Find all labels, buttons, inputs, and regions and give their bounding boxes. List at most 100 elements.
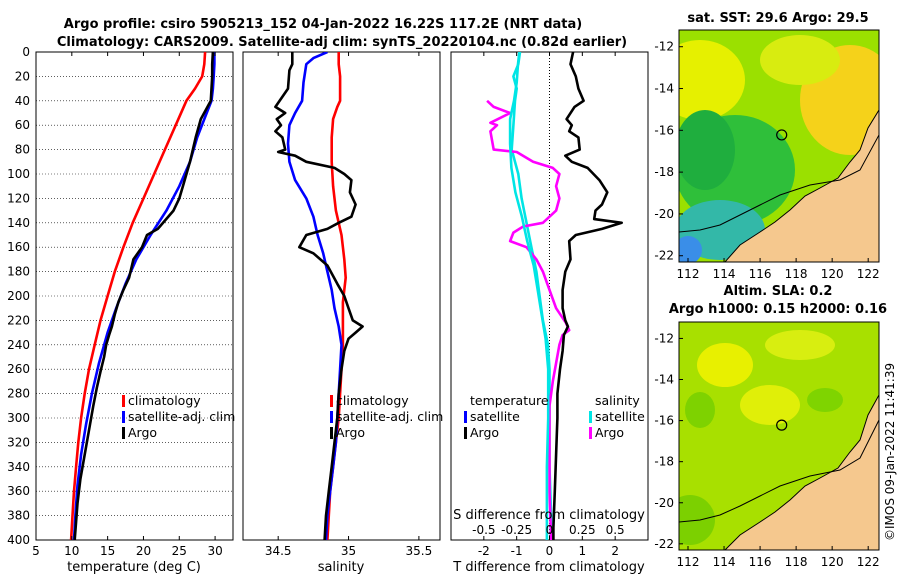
isobath xyxy=(679,419,879,523)
legend-label-climatology: climatology xyxy=(336,393,409,408)
salinity-series xyxy=(274,52,364,540)
legend-label-climatology: climatology xyxy=(128,393,201,408)
lat-tick-label: -16 xyxy=(654,123,674,137)
depth-tick-label: 280 xyxy=(7,387,30,401)
legend-swatch-climatology xyxy=(122,395,125,407)
coastline xyxy=(724,394,879,550)
legend-label-s-satellite: satellite xyxy=(595,409,645,424)
series-line-climatology xyxy=(69,52,207,540)
sst-map-ticks: 112 114 116 118 120 122 -12 -14 -16 -18 -20 -22 xyxy=(654,40,879,281)
x-tick-label: 10 xyxy=(64,544,79,558)
sla-map-title-1: Altim. SLA: 0.2 xyxy=(724,284,833,299)
sst-warm-patch xyxy=(760,35,840,85)
lat-tick-label: -18 xyxy=(654,455,674,469)
sla-high-patch xyxy=(740,385,800,425)
lon-tick-label: 112 xyxy=(677,267,700,281)
salinity-diff-ticks: -0.5 -0.25 0 0.25 0.5 xyxy=(472,523,625,537)
s-tick-label: 0.25 xyxy=(569,523,596,537)
lon-tick-label: 122 xyxy=(857,267,880,281)
legend-swatch-t-satellite xyxy=(464,411,467,423)
legend-swatch-satellite xyxy=(330,411,333,423)
depth-tick-label: 0 xyxy=(22,45,30,59)
lat-tick-label: -14 xyxy=(654,82,674,96)
x-tick-label: 20 xyxy=(136,544,151,558)
legend-label-t-satellite: satellite xyxy=(470,409,520,424)
depth-tick-label: 360 xyxy=(7,484,30,498)
salinity-axes-box xyxy=(242,51,441,541)
depth-tick-label: 400 xyxy=(7,533,30,547)
s-tick-label: -0.25 xyxy=(501,523,532,537)
lon-tick-label: 118 xyxy=(785,555,808,569)
sla-low-patch xyxy=(685,392,715,428)
sst-map-frame xyxy=(678,29,880,263)
sst-map: sat. SST: 29.6 Argo: 29.5 112 114 116 118 12… xyxy=(654,11,880,281)
sla-high-patch xyxy=(697,343,753,387)
difference-legend: temperature satellite Argo salinity sate… xyxy=(464,393,645,440)
legend-swatch-satellite xyxy=(122,411,125,423)
legend-swatch-argo xyxy=(122,427,125,439)
legend-label-satellite: satellite-adj. clim xyxy=(128,409,235,424)
depth-tick-label: 240 xyxy=(7,338,30,352)
lon-tick-label: 114 xyxy=(713,267,736,281)
depth-tick-label: 120 xyxy=(7,191,30,205)
legend-swatch-climatology xyxy=(330,395,333,407)
lon-tick-label: 116 xyxy=(749,555,772,569)
depth-tick-label: 60 xyxy=(15,118,30,132)
temperature-ticks: 5 10 15 20 25 30 xyxy=(32,52,223,558)
temperature-series xyxy=(69,52,216,540)
lat-tick-label: -22 xyxy=(654,249,674,263)
depth-tick-label: 380 xyxy=(7,509,30,523)
lat-tick-label: -22 xyxy=(654,537,674,551)
series-line-argo xyxy=(73,52,215,540)
difference-panel: -2 -1 0 1 2 -0.5 -0.25 0 0.25 0.5 S difference f… xyxy=(450,51,649,575)
lon-tick-label: 122 xyxy=(857,555,880,569)
sla-map-frame xyxy=(678,321,880,551)
imos-watermark: ©IMOS 09-Jan-2022 11:41:39 xyxy=(883,363,897,541)
s-tick-label: -0.5 xyxy=(472,523,495,537)
argo-position-marker xyxy=(776,419,788,431)
lat-tick-label: -16 xyxy=(654,414,674,428)
x-tick-label: -2 xyxy=(478,544,490,558)
x-tick-label: 1 xyxy=(579,544,587,558)
lat-tick-label: -12 xyxy=(654,331,674,345)
salinity-xlabel: salinity xyxy=(318,560,365,575)
sst-map-title: sat. SST: 29.6 Argo: 29.5 xyxy=(687,11,868,26)
sst-cool-patch xyxy=(679,110,735,190)
series-line-s-satellite xyxy=(508,52,550,540)
salinity-panel: 34.5 35 35.5 salinity climatology satellit… xyxy=(242,51,443,575)
depth-tick-labels: 0 20 40 60 80 100 120 140 160 180 200 220 240 260 280 3… xyxy=(7,45,30,547)
legend-label-s-argo: Argo xyxy=(595,425,624,440)
lon-tick-label: 114 xyxy=(713,555,736,569)
legend-swatch-s-satellite xyxy=(589,411,592,423)
lat-tick-label: -12 xyxy=(654,40,674,54)
s-difference-label: S difference from climatology xyxy=(453,508,645,523)
legend-heading-temperature: temperature xyxy=(470,393,549,408)
depth-tick-label: 200 xyxy=(7,289,30,303)
salinity-ticks: 34.5 35 35.5 xyxy=(265,52,432,558)
sla-map-title-2: Argo h1000: 0.15 h2000: 0.16 xyxy=(669,302,887,317)
temperature-axes-box xyxy=(35,51,234,541)
sst-warm-patch xyxy=(679,40,745,120)
salinity-legend: climatology satellite-adj. clim Argo xyxy=(330,393,443,440)
lon-tick-label: 116 xyxy=(749,267,772,281)
sla-map-ticks: 112 114 116 118 120 122 -12 -14 -16 -18 -20 -22 xyxy=(654,331,879,569)
depth-tick-label: 40 xyxy=(15,94,30,108)
x-tick-label: 34.5 xyxy=(265,544,292,558)
depth-tick-label: 100 xyxy=(7,167,30,181)
legend-label-t-argo: Argo xyxy=(470,425,499,440)
depth-tick-label: 220 xyxy=(7,313,30,327)
temperature-xlabel: temperature (deg C) xyxy=(67,560,201,575)
land-mass xyxy=(725,110,879,262)
land-mass xyxy=(725,395,879,550)
title-line-1: Argo profile: csiro 5905213_152 04-Jan-2… xyxy=(64,17,582,32)
lat-tick-label: -20 xyxy=(654,496,674,510)
title-line-2: Climatology: CARS2009. Satellite-adj cli… xyxy=(57,35,627,50)
legend-label-argo: Argo xyxy=(336,425,365,440)
x-tick-label: 25 xyxy=(172,544,187,558)
series-line-t-argo xyxy=(486,99,571,540)
t-difference-xlabel: T difference from climatology xyxy=(452,560,645,575)
lat-tick-label: -20 xyxy=(654,207,674,221)
x-tick-label: 35.5 xyxy=(406,544,433,558)
depth-tick-label: 260 xyxy=(7,362,30,376)
difference-series xyxy=(486,52,624,540)
